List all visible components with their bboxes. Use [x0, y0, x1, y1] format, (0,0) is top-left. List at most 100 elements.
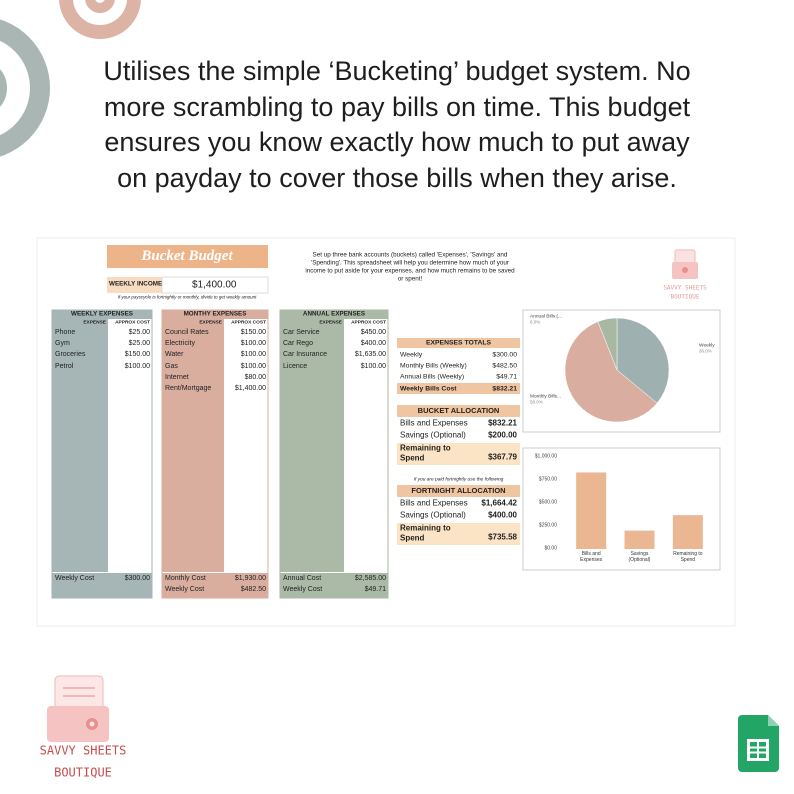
expense-name: Groceries	[55, 351, 86, 359]
expense-name: Car Service	[283, 329, 320, 337]
pie-label: Annual Bills (...	[530, 314, 562, 320]
x-tick-label: Bills and Expenses	[580, 551, 603, 563]
logo-text: SAVVY SHEETS	[39, 743, 127, 758]
bar	[672, 515, 703, 549]
column-head: APPROX COST	[115, 320, 150, 326]
panel-remaining-row	[397, 443, 520, 465]
column-head: APPROX COST	[351, 320, 386, 326]
panel-value: $832.21	[488, 418, 517, 428]
fortnight-note: If you are paid fortnightly use the foll…	[413, 477, 504, 483]
expense-name: Electricity	[165, 340, 195, 348]
income-label-box	[107, 277, 162, 293]
y-tick-label: $250.00	[538, 522, 557, 529]
expense-cost: $100.00	[124, 362, 150, 370]
column-head: EXPENSE	[83, 320, 106, 326]
y-tick-label: $750.00	[538, 476, 557, 483]
expense-cost: $25.00	[128, 329, 150, 337]
column-body	[162, 319, 224, 572]
expense-name: Water	[165, 351, 184, 359]
panel-value: $482.50	[492, 362, 517, 370]
panel-value: $832.21	[492, 384, 517, 392]
column-head: APPROX COST	[231, 320, 266, 326]
column-body	[280, 319, 344, 572]
spiral	[85, 0, 115, 13]
panel-header	[397, 485, 520, 497]
logo-text: BOUTIQUE	[670, 293, 700, 301]
income-label: WEEKLY INCOME	[109, 280, 163, 288]
panel-remaining-row	[397, 523, 520, 545]
title-box	[107, 245, 268, 268]
panel-value: $300.00	[492, 351, 517, 359]
logo-text: SAVVY SHEETS	[663, 284, 707, 292]
panel-title: EXPENSES TOTALS	[425, 339, 492, 347]
panel-label: Monthly Bills (Weekly)	[400, 362, 467, 370]
expense-cost: $100.00	[360, 362, 386, 370]
spiral	[59, 0, 141, 39]
bar	[624, 530, 655, 549]
expense-cost: $400.00	[360, 340, 386, 348]
logo-text: BOUTIQUE	[54, 765, 112, 780]
expense-name: Rent/Mortgage	[165, 385, 212, 393]
logo-icon	[47, 675, 109, 742]
panel-value: $367.79	[488, 452, 517, 462]
headline-line: more scrambling to pay bills on time. Th…	[103, 91, 691, 122]
panel-label: Spend	[400, 453, 425, 463]
pie-value-label: 36.0%	[699, 348, 712, 354]
expense-name: Petrol	[55, 362, 74, 370]
panel-label: Bills and Expenses	[400, 498, 468, 508]
instructions: income to put aside for your expenses, a…	[305, 267, 515, 275]
instructions: 'Spending'. This spreadsheet will help y…	[311, 259, 509, 267]
expense-name: Car Rego	[283, 340, 313, 348]
y-tick-label: $1,000.00	[534, 453, 557, 460]
column-footer	[162, 573, 268, 598]
panel-label: Remaining to	[400, 523, 451, 533]
footer-label: Monthly Cost	[165, 575, 206, 583]
footer-label: Weekly Cost	[55, 575, 95, 583]
expense-cost: $100.00	[240, 351, 266, 359]
panel-label: Bills and Expenses	[400, 418, 468, 428]
y-tick-label: $500.00	[538, 499, 557, 506]
pie-value-label: 58.0%	[530, 399, 543, 405]
panel-label: Weekly Bills Cost	[400, 384, 457, 392]
expense-cost: $450.00	[360, 329, 386, 337]
x-tick-label: Remaining to Spend	[673, 551, 703, 563]
expense-name: Car Insurance	[283, 351, 327, 359]
expense-cost: $100.00	[240, 340, 266, 348]
google-sheets-icon	[738, 715, 779, 772]
headline-line: ensures you know exactly how much to put…	[104, 127, 690, 158]
instructions: or spent!	[397, 275, 423, 283]
expense-cost: $25.00	[128, 340, 150, 348]
expense-cost: $150.00	[240, 329, 266, 337]
income-note: If your payscycle is fortnightly or mont…	[117, 294, 257, 300]
column-head: EXPENSE	[319, 320, 342, 326]
expense-name: Gas	[165, 362, 178, 370]
income-value: $1,400.00	[192, 279, 237, 291]
panel-title: BUCKET ALLOCATION	[417, 405, 500, 415]
panel-header	[397, 405, 520, 417]
headline-line: Utilises the simple ‘Bucketing’ budget s…	[103, 56, 691, 87]
column-body	[52, 319, 108, 572]
arc	[0, 19, 50, 157]
panel-label: Savings (Optional)	[400, 430, 466, 440]
y-tick-label: $0.00	[544, 545, 557, 552]
footer-value: $300.00	[124, 575, 150, 583]
footer-value: $49.71	[364, 586, 386, 594]
expense-name: Phone	[55, 329, 76, 337]
column-title: ANNUAL EXPENSES	[302, 310, 366, 318]
panel-label: Annual Bills (Weekly)	[400, 373, 465, 381]
panel-value: $1,664.42	[481, 498, 517, 508]
pie-label: Monthly Bills...	[530, 394, 561, 400]
panel-label: Savings (Optional)	[400, 510, 466, 520]
column-header	[162, 310, 268, 319]
bar	[576, 472, 607, 549]
column-footer	[52, 573, 152, 598]
panel-label: Spend	[400, 533, 425, 543]
expense-cost: $1,400.00	[234, 385, 266, 393]
panel-value: $400.00	[488, 510, 517, 520]
column-title: WEEKLY EXPENSES	[71, 310, 133, 318]
panel-total-row	[397, 383, 520, 394]
column-header	[52, 310, 152, 319]
expense-name: Internet	[165, 373, 189, 381]
bar-chart-frame	[522, 447, 721, 571]
